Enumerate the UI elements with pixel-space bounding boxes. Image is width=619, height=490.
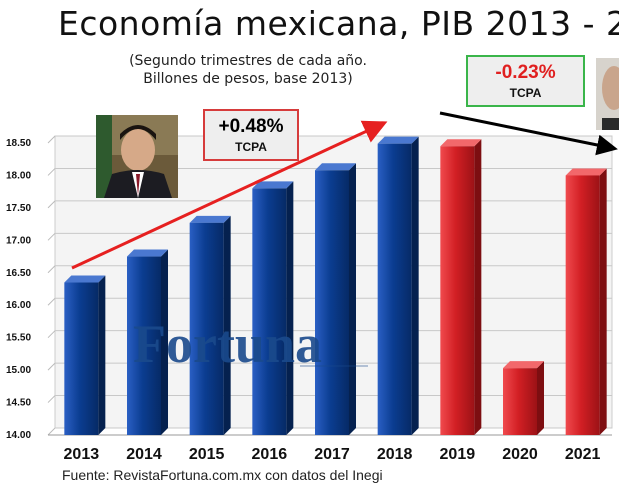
bar-2021 xyxy=(565,175,600,435)
portrait-photo-right xyxy=(596,58,619,130)
y-axis-ticks: 14.00 14.50 15.00 15.50 16.00 16.50 17.00 17.50… xyxy=(6,138,31,441)
gridline-depth xyxy=(47,362,56,371)
bar-2017 xyxy=(315,170,349,435)
downtrend-arrow xyxy=(439,111,618,156)
x-tick-label: 2018 xyxy=(377,446,413,463)
subtitle-line-1: (Segundo trimestres de cada año. xyxy=(129,53,367,69)
bar-top xyxy=(315,163,356,171)
bar-top xyxy=(64,275,106,283)
y-tick-label: 18.00 xyxy=(6,170,31,181)
y-tick-label: 14.50 xyxy=(6,398,31,409)
x-tick-label: 2019 xyxy=(440,446,476,463)
bar-top xyxy=(377,136,419,144)
x-tick-label: 2021 xyxy=(565,446,601,463)
bar-2014 xyxy=(127,256,161,435)
subtitle-line-2: Billones de pesos, base 2013) xyxy=(143,71,353,87)
bar-top xyxy=(189,215,231,223)
bar-top xyxy=(440,139,482,147)
y-tick-label: 17.00 xyxy=(6,235,31,246)
bar-side xyxy=(349,163,356,435)
bar-side xyxy=(223,215,231,435)
y-tick-label: 14.00 xyxy=(6,430,31,441)
bar-2018 xyxy=(377,143,412,435)
gridline-depth xyxy=(47,232,56,241)
y-tick-label: 15.50 xyxy=(6,333,31,344)
bar-2015 xyxy=(189,222,224,435)
x-tick-label: 2020 xyxy=(502,446,538,463)
bar-side xyxy=(286,181,294,435)
x-tick-label: 2014 xyxy=(126,446,162,463)
x-tick-label: 2016 xyxy=(252,446,288,463)
fortuna-watermark: Fortuna xyxy=(133,314,322,374)
y-tick-label: 17.50 xyxy=(6,203,31,214)
bar-2016 xyxy=(252,188,287,435)
tcpa-box-left: +0.48% TCPA xyxy=(203,109,299,161)
tcpa-left-value: +0.48% xyxy=(218,116,284,137)
x-tick-label: 2017 xyxy=(314,446,350,463)
bar-side xyxy=(474,139,482,435)
tcpa-box-right: -0.23% TCPA xyxy=(466,55,585,107)
y-tick-label: 16.50 xyxy=(6,268,31,279)
bar-2020 xyxy=(503,368,537,435)
y-tick-label: 18.50 xyxy=(6,138,31,149)
bars-layer xyxy=(64,136,607,435)
bar-top xyxy=(127,249,168,257)
source-note: Fuente: RevistaFortuna.com.mx con datos … xyxy=(62,467,383,483)
tcpa-right-value: -0.23% xyxy=(495,62,556,83)
bar-2019 xyxy=(440,146,475,435)
y-tick-label: 16.00 xyxy=(6,300,31,311)
x-axis-ticks: 2013 2014 2015 2016 2017 2018 2019 2020 2021 xyxy=(64,446,601,463)
bar-2013 xyxy=(64,282,99,435)
bar-side xyxy=(161,249,168,435)
tcpa-left-label: TCPA xyxy=(235,140,267,154)
y-tick-label: 15.00 xyxy=(6,365,31,376)
gridline-depth xyxy=(47,427,56,436)
gridline-depth xyxy=(47,395,56,403)
gridline-depth xyxy=(47,297,56,306)
gridline-depth xyxy=(47,200,56,209)
uptrend-arrow xyxy=(71,120,388,270)
gridline-depth xyxy=(47,330,56,339)
bar-side xyxy=(98,275,106,435)
chart-title: Economía mexicana, PIB 2013 - 20 xyxy=(58,4,619,43)
bar-side xyxy=(411,136,419,435)
gridline-depth xyxy=(47,135,56,144)
tcpa-right-label: TCPA xyxy=(509,86,542,100)
gridline-depth xyxy=(47,265,56,274)
bar-top xyxy=(503,361,544,369)
bar-side xyxy=(599,168,607,435)
bar-top xyxy=(565,168,607,176)
bar-side xyxy=(537,361,544,435)
x-tick-label: 2013 xyxy=(64,446,100,463)
chart-subtitle: (Segundo trimestres de cada año. Billone… xyxy=(98,52,398,88)
gridline-depth xyxy=(47,168,56,176)
bar-top xyxy=(252,181,294,189)
portrait-photo-left xyxy=(96,115,178,198)
x-tick-label: 2015 xyxy=(189,446,225,463)
